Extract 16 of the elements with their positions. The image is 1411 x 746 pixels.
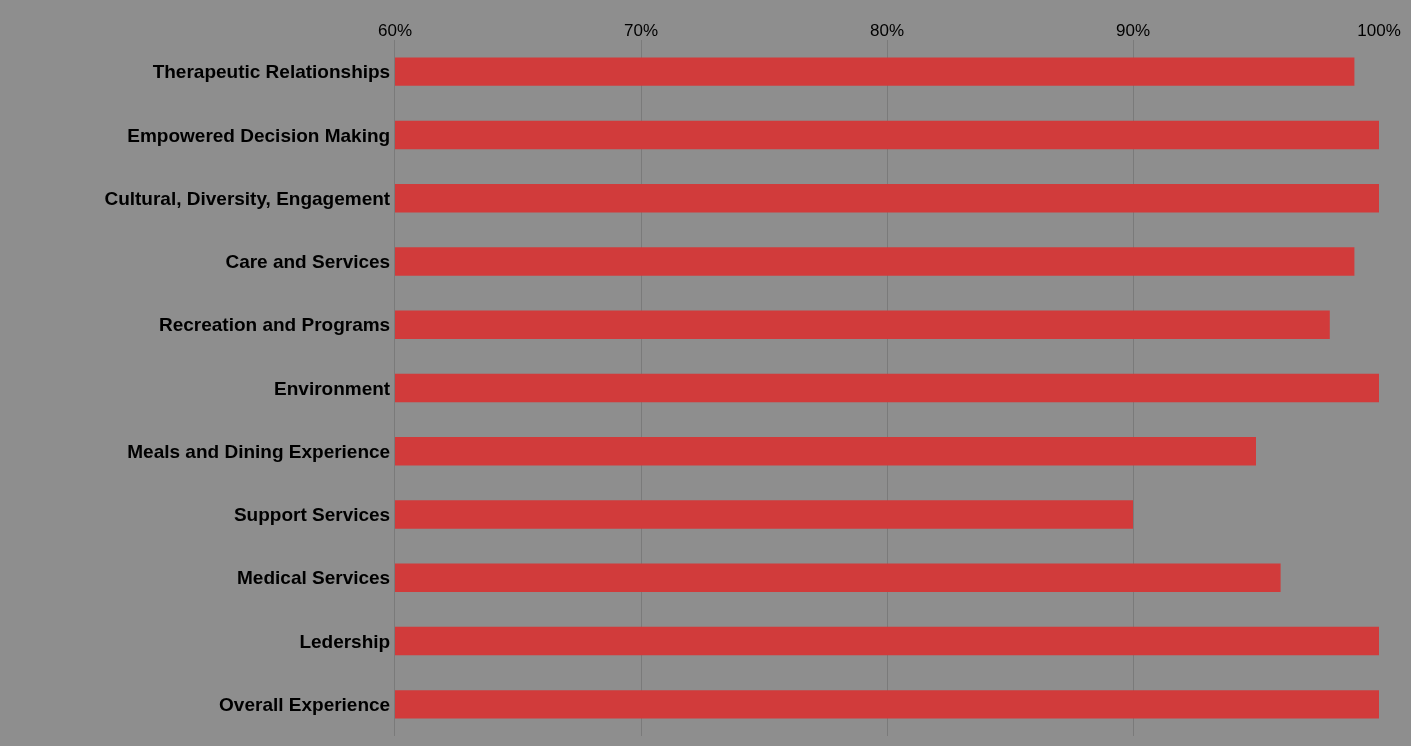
y-tick-label: Meals and Dining Experience: [127, 440, 391, 462]
x-tick-label: 80%: [869, 20, 905, 40]
y-tick-label: Support Services: [233, 504, 391, 526]
y-tick-label: Medical Services: [237, 567, 391, 589]
y-tick-label: Cultural, Diversity, Engagement: [104, 187, 391, 209]
y-tick-label: Recreation and Programs: [158, 314, 391, 336]
y-tick-label: Therapeutic Relationships: [152, 61, 391, 83]
x-tick-label: 100%: [1357, 20, 1401, 40]
y-tick-label: Empowered Decision Making: [127, 124, 391, 146]
y-tick-label: Care and Services: [225, 251, 391, 273]
x-tick-label: 60%: [377, 20, 413, 40]
x-tick-label: 90%: [1115, 20, 1151, 40]
y-tick-label: Overall Experience: [219, 694, 391, 716]
y-tick-label: Ledership: [299, 630, 391, 652]
y-tick-label: Environment: [274, 377, 391, 399]
x-tick-label: 70%: [623, 20, 659, 40]
